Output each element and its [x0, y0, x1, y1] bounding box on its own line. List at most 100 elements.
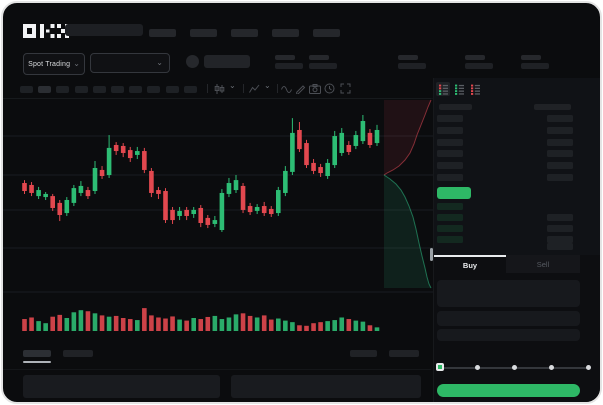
nav-item[interactable] — [149, 29, 176, 37]
ask-row-price[interactable] — [437, 127, 463, 134]
ask-row-price[interactable] — [437, 174, 463, 181]
orders-panel — [23, 375, 220, 398]
ticker-stat-value — [465, 63, 493, 69]
bid-row-amount[interactable] — [547, 243, 573, 250]
ask-row-price[interactable] — [437, 139, 463, 146]
tab-buy[interactable]: Buy — [434, 255, 506, 273]
fullscreen-icon[interactable] — [340, 83, 351, 94]
slider-step-dot[interactable] — [585, 365, 591, 370]
ticker-stat-label — [521, 55, 541, 60]
ask-row-amount[interactable] — [547, 150, 573, 157]
slider-step-dot[interactable] — [548, 365, 554, 370]
ticker-stat-value — [275, 63, 303, 69]
chevron-down-icon[interactable]: ⌄ — [229, 81, 236, 90]
book-view-combined-icon[interactable] — [438, 84, 449, 95]
amount-slider-handle[interactable] — [436, 363, 444, 371]
book-col-header-price — [439, 104, 472, 110]
timeframe-button[interactable] — [165, 86, 179, 93]
bid-row-amount[interactable] — [547, 214, 573, 221]
nav-item[interactable] — [313, 29, 340, 37]
draw-tool-icon[interactable] — [295, 83, 306, 94]
toolbar-divider — [277, 84, 278, 93]
ask-row-amount[interactable] — [547, 115, 573, 122]
depth-bids-line — [383, 174, 432, 289]
bottom-tab-active[interactable] — [23, 350, 51, 357]
wave-tool-icon[interactable] — [281, 85, 292, 94]
bid-row-amount[interactable] — [547, 225, 573, 232]
ticker-stat-label — [309, 55, 329, 60]
global-search-input[interactable] — [65, 24, 143, 36]
ticker-stat-value — [309, 63, 337, 69]
ticker-stat-label — [398, 55, 418, 60]
ask-row-price[interactable] — [437, 150, 463, 157]
ask-row-amount[interactable] — [547, 174, 573, 181]
slider-step-dot[interactable] — [511, 365, 517, 370]
timeframe-button[interactable] — [74, 86, 88, 93]
toolbar-divider — [207, 84, 208, 93]
bottom-tab-underline — [23, 361, 51, 363]
nav-item[interactable] — [272, 29, 299, 37]
right-panel-divider — [433, 78, 434, 402]
bid-row-price[interactable] — [437, 203, 463, 210]
ask-row-amount[interactable] — [547, 127, 573, 134]
bid-row-price[interactable] — [437, 214, 463, 221]
total-input[interactable] — [437, 329, 580, 341]
timeframe-button[interactable] — [92, 86, 106, 93]
timeframe-button[interactable] — [183, 86, 197, 93]
timeframe-button[interactable] — [38, 86, 52, 93]
bid-row-price[interactable] — [437, 236, 463, 243]
nav-item[interactable] — [231, 29, 258, 37]
book-col-header-amount — [534, 104, 571, 110]
ticker-stat-value — [398, 63, 426, 69]
ask-row-amount[interactable] — [547, 162, 573, 169]
market-type-select[interactable]: Spot Trading ⌄ — [23, 53, 85, 75]
bottom-tab[interactable] — [63, 350, 93, 357]
camera-icon[interactable] — [309, 84, 321, 94]
history-clock-icon[interactable] — [324, 83, 335, 94]
tab-sell-label: Sell — [536, 259, 550, 269]
timeframe-button[interactable] — [147, 86, 161, 93]
amount-input[interactable] — [437, 311, 580, 326]
panel-divider-handle[interactable] — [430, 248, 433, 261]
trade-form-bg — [434, 255, 600, 402]
tab-buy-label: Buy — [462, 260, 478, 270]
ticker-stat-label — [275, 55, 295, 60]
pair-coin-avatar — [186, 55, 199, 68]
okx-logo — [23, 24, 69, 38]
timeframe-button[interactable] — [56, 86, 70, 93]
nav-item[interactable] — [190, 29, 217, 37]
depth-asks-line — [383, 99, 432, 176]
buy-submit-button[interactable] — [437, 384, 580, 397]
ask-row-amount[interactable] — [547, 139, 573, 146]
pair-name-placeholder[interactable] — [204, 55, 250, 68]
pair-select[interactable]: ⌄ — [90, 53, 170, 73]
ask-row-price[interactable] — [437, 115, 463, 122]
timeframe-button[interactable] — [20, 86, 33, 93]
ticker-stat-label — [465, 55, 485, 60]
market-type-label: Spot Trading — [28, 60, 71, 68]
bid-row-price[interactable] — [437, 225, 463, 232]
depth-bids-area — [384, 175, 431, 288]
chevron-down-icon: ⌄ — [73, 59, 80, 68]
bid-row-amount[interactable] — [547, 236, 573, 243]
candle-type-icon[interactable] — [214, 84, 225, 94]
bottom-action[interactable] — [389, 350, 419, 357]
book-view-bids-icon[interactable] — [454, 84, 465, 95]
candlestick-chart[interactable] — [3, 98, 433, 343]
chevron-down-icon: ⌄ — [156, 58, 163, 67]
tab-sell[interactable]: Sell — [506, 255, 580, 273]
depth-asks-area — [384, 100, 431, 175]
chevron-down-icon[interactable]: ⌄ — [264, 81, 271, 90]
slider-step-dot[interactable] — [474, 365, 480, 370]
book-view-asks-icon[interactable] — [470, 84, 481, 95]
bottom-divider — [3, 369, 431, 370]
timeframe-button[interactable] — [111, 86, 124, 93]
timeframe-button[interactable] — [129, 86, 143, 93]
ask-row-price[interactable] — [437, 162, 463, 169]
indicators-icon[interactable] — [249, 84, 260, 94]
price-input[interactable] — [437, 280, 580, 307]
bottom-action[interactable] — [350, 350, 377, 357]
last-price-badge[interactable] — [437, 187, 471, 199]
orders-panel — [231, 375, 421, 398]
